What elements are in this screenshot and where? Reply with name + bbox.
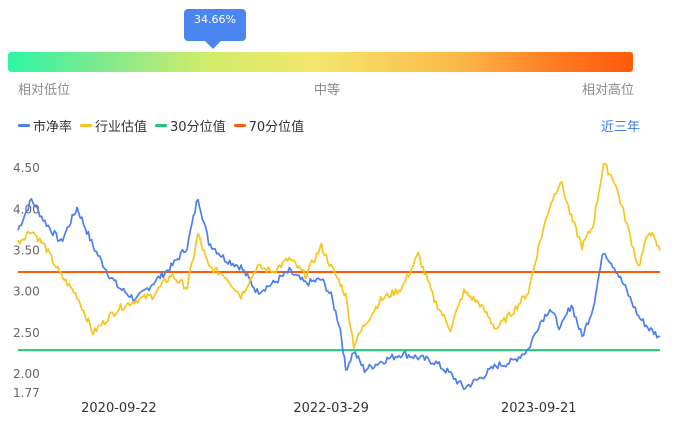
y-tick-label: 3.00 bbox=[13, 285, 40, 299]
tooltip-pointer bbox=[205, 41, 221, 49]
legend-item-industry[interactable]: 行业估值 bbox=[80, 116, 147, 135]
valuation-gauge-bar bbox=[8, 52, 633, 72]
gauge-high-label: 相对高位 bbox=[582, 83, 635, 98]
y-tick-label: 3.50 bbox=[13, 244, 40, 258]
pb-series-line bbox=[17, 198, 661, 391]
y-tick-label: 2.00 bbox=[13, 367, 40, 381]
percentile-tooltip: 34.66% bbox=[184, 9, 246, 41]
legend-label-p30: 30分位值 bbox=[170, 120, 226, 135]
chart-series bbox=[17, 162, 661, 391]
legend-item-p70[interactable]: 70分位值 bbox=[233, 116, 305, 135]
gauge-mid-label: 中等 bbox=[314, 83, 341, 98]
y-tick-label: 4.00 bbox=[13, 202, 40, 216]
x-tick-label: 2023-09-21 bbox=[501, 401, 577, 416]
legend-label-industry: 行业估值 bbox=[95, 120, 148, 135]
legend-swatch-p30 bbox=[155, 124, 168, 127]
y-tick-label: 4.50 bbox=[13, 161, 40, 175]
legend-swatch-industry bbox=[80, 124, 93, 127]
range-three-years-button[interactable]: 近三年 bbox=[600, 120, 640, 135]
percentile-value: 34.66% bbox=[194, 13, 236, 26]
legend-label-pb: 市净率 bbox=[33, 120, 73, 135]
x-axis-ticks: 2020-09-22 2022-03-29 2023-09-21 bbox=[81, 401, 576, 416]
y-axis-ticks: 4.50 4.00 3.50 3.00 2.50 2.00 1.77 bbox=[13, 161, 40, 400]
legend-label-p70: 70分位值 bbox=[248, 120, 305, 135]
legend-swatch-p70 bbox=[233, 124, 246, 127]
x-tick-label: 2020-09-22 bbox=[81, 401, 157, 416]
chart-legend: 市净率 行业估值 30分位值 70分位值 bbox=[18, 116, 312, 135]
industry-series-line bbox=[17, 162, 661, 349]
y-tick-label: 2.50 bbox=[13, 326, 40, 340]
legend-item-p30[interactable]: 30分位值 bbox=[155, 116, 226, 135]
x-tick-label: 2022-03-29 bbox=[293, 401, 369, 416]
gauge-low-label: 相对低位 bbox=[18, 83, 71, 98]
legend-item-pb[interactable]: 市净率 bbox=[18, 116, 72, 135]
y-tick-label: 1.77 bbox=[13, 386, 40, 400]
legend-swatch-pb bbox=[18, 124, 30, 127]
